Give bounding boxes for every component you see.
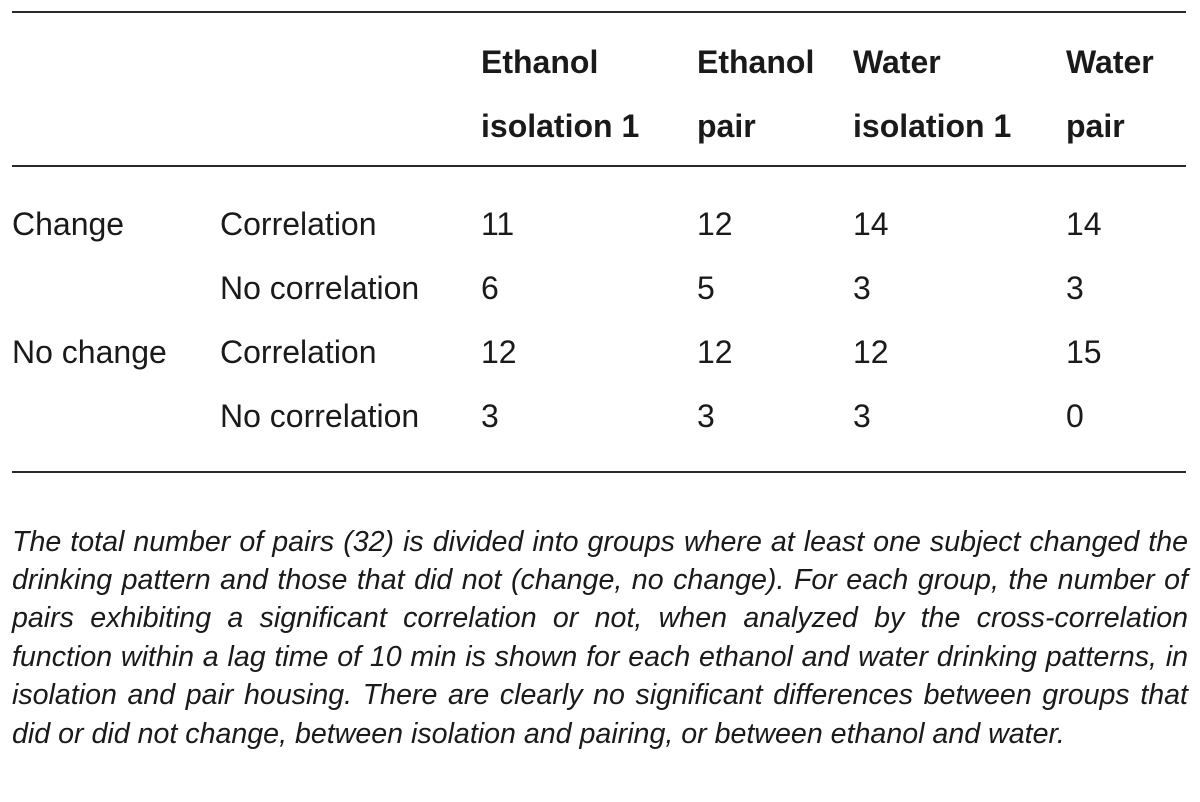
- table-cell: 3: [1066, 270, 1084, 306]
- table-cell: 11: [481, 206, 515, 242]
- table-cell: 12: [481, 334, 517, 370]
- table-cell: 3: [697, 398, 715, 434]
- table-top-rule: [12, 11, 1186, 13]
- table-cell: 6: [481, 270, 499, 306]
- table-cell: 0: [1066, 398, 1084, 434]
- column-header-line2: pair: [1066, 108, 1125, 144]
- table-cell: 12: [697, 206, 733, 242]
- row-group-label: Change: [12, 206, 125, 242]
- table-cell: 14: [853, 206, 889, 242]
- column-header-line1: Ethanol: [697, 44, 815, 80]
- table-cell: 3: [853, 398, 871, 434]
- table-cell: 12: [697, 334, 733, 370]
- table-cell: 3: [853, 270, 871, 306]
- column-header-line2: isolation 1: [853, 108, 1012, 144]
- column-header-ethanol-pair: Ethanol pair: [697, 30, 814, 158]
- table-cell: 14: [1066, 206, 1102, 242]
- table-bottom-rule: [12, 471, 1186, 473]
- table-cell: 5: [697, 270, 715, 306]
- row-label: No correlation: [220, 270, 420, 306]
- row-label: Correlation: [220, 334, 377, 370]
- row-label: No correlation: [220, 398, 420, 434]
- column-header-line1: Water: [853, 44, 941, 80]
- column-header-line1: Ethanol: [481, 44, 599, 80]
- row-group-label: No change: [12, 334, 167, 370]
- table-header-rule: [12, 165, 1186, 167]
- column-header-line2: isolation 1: [481, 108, 640, 144]
- row-label: Correlation: [220, 206, 377, 242]
- table-caption: The total number of pairs (32) is divide…: [12, 525, 1188, 750]
- table-cell: 12: [853, 334, 889, 370]
- table-cell: 15: [1066, 334, 1102, 370]
- column-header-line1: Water: [1066, 44, 1154, 80]
- column-header-line2: pair: [697, 108, 756, 144]
- table-cell: 3: [481, 398, 499, 434]
- column-header-water-pair: Water pair: [1066, 30, 1154, 158]
- column-header-water-isolation: Water isolation 1: [853, 30, 1011, 158]
- column-header-ethanol-isolation: Ethanol isolation 1: [481, 30, 639, 158]
